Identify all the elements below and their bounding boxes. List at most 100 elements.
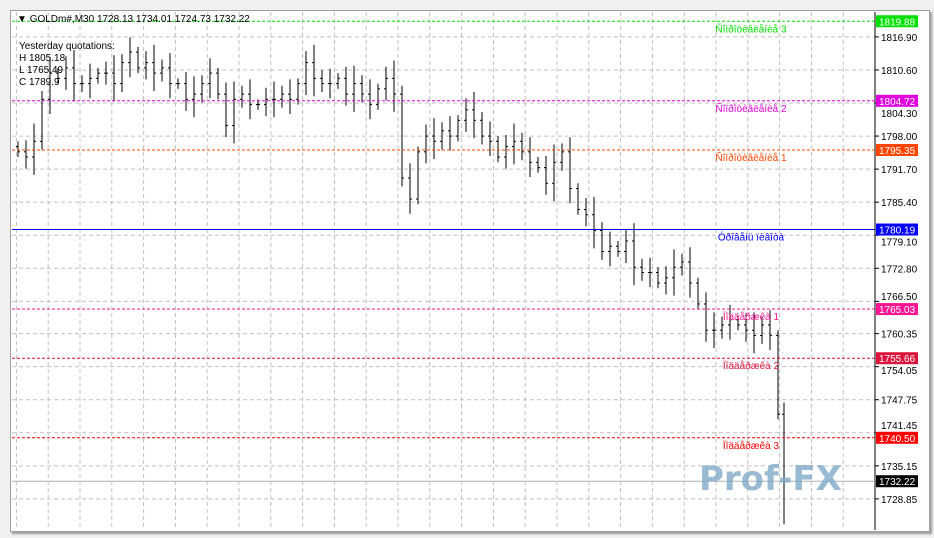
ohlc-bar [104, 61, 108, 85]
ohlc-bar [168, 53, 172, 99]
ohlc-bar [592, 196, 596, 249]
ohlc-bar [688, 247, 692, 298]
ohlc-label: 1728.13 1734.01 1724.73 1732.22 [96, 14, 250, 25]
ohlc-bar [528, 137, 532, 177]
level-name: Ñîïðîòèâëåíèå 2 [715, 102, 787, 115]
ohlc-bar [664, 266, 668, 295]
yesterday-title: Yesterday quotations: [19, 41, 115, 52]
ohlc-bar [752, 312, 756, 354]
ohlc-bar [328, 68, 332, 99]
ohlc-bar [696, 277, 700, 310]
ohlc-bar [632, 223, 636, 286]
ohlc-bar [16, 141, 20, 158]
dropdown-triangle-icon[interactable]: ▼ [17, 14, 27, 25]
ohlc-bar [472, 91, 476, 139]
yesterday-high: H 1805.18 [19, 53, 66, 64]
ohlc-bar [656, 267, 660, 289]
bid-price-label: 1732.22 [879, 477, 916, 488]
ohlc-bar [200, 75, 204, 103]
price-label-box [876, 303, 918, 316]
ohlc-bar [136, 46, 140, 74]
ohlc-bar [48, 58, 52, 115]
yesterday-low: L 1765.49 [19, 65, 64, 76]
ohlc-bar [464, 98, 468, 132]
level-name: Ñîïðîòèâëåíèå 3 [715, 22, 787, 35]
ohlc-bar [96, 67, 100, 84]
ohlc-bar [728, 305, 732, 340]
y-tick-label: 1816.90 [881, 33, 918, 44]
ohlc-bar [304, 51, 308, 96]
y-tick-label: 1804.30 [881, 109, 918, 120]
ohlc-bar [144, 51, 148, 80]
level-name: Ñîïðîòèâëåíèå 1 [715, 151, 787, 164]
ohlc-bar [208, 58, 212, 99]
ohlc-bar [424, 124, 428, 164]
ohlc-bar [248, 79, 252, 120]
ohlc-bar [152, 44, 156, 91]
ohlc-bar [712, 312, 716, 349]
ohlc-bar [64, 56, 68, 90]
yesterday-close: C 1789.9 [19, 77, 60, 88]
y-tick-label: 1798.00 [881, 132, 918, 143]
y-tick-label: 1747.75 [881, 396, 918, 407]
ohlc-bar [192, 76, 196, 118]
ohlc-bar [24, 140, 28, 169]
ohlc-bar [408, 163, 412, 214]
ohlc-bar [760, 316, 764, 344]
ohlc-bar [288, 79, 292, 115]
price-label: 1795.35 [879, 146, 916, 157]
ohlc-bar [568, 137, 572, 204]
ohlc-bar [40, 90, 44, 150]
ohlc-bar [184, 72, 188, 111]
price-label-box [876, 15, 918, 28]
bid-price-box [876, 475, 918, 488]
ohlc-bar [88, 63, 92, 99]
chart-window[interactable]: 1816.90 1810.60 1804.30 1798.00 1791.70 1785.… [10, 10, 930, 532]
watermark-logo: Prof-FX [699, 459, 842, 499]
price-label: 1819.88 [879, 17, 916, 28]
level-name: Ïîääåðæêà 3 [723, 440, 780, 452]
level-name: Ïîääåðæêà 2 [723, 360, 780, 372]
ohlc-bar [216, 67, 220, 100]
ohlc-bar [176, 78, 180, 89]
ohlc-bar [272, 81, 276, 118]
ohlc-bar [736, 314, 740, 331]
ohlc-bar [56, 67, 60, 84]
ohlc-bar [352, 65, 356, 112]
yesterday-panel: Yesterday quotations: H 1805.18 L 1765.4… [19, 41, 115, 89]
ohlc-bar [504, 135, 508, 169]
ohlc-bar [440, 122, 444, 150]
level-name: Ïîääåðæêà 1 [723, 311, 780, 323]
ohlc-bar [672, 249, 676, 296]
y-tick-label: 1772.80 [881, 264, 918, 275]
symbol-label: GOLDm#,M30 [29, 14, 95, 25]
ohlc-bar [536, 157, 540, 173]
y-tick-label: 1728.85 [881, 495, 918, 506]
price-label: 1804.72 [879, 97, 916, 108]
ohlc-bar [768, 310, 772, 351]
ohlc-bar [640, 258, 644, 281]
price-chart[interactable]: 1816.90 1810.60 1804.30 1798.00 1791.70 1785.… [11, 11, 929, 531]
ohlc-bar [448, 116, 452, 151]
ohlc-bar [224, 82, 228, 138]
ohlc-bar [648, 257, 652, 288]
ohlc-bar [520, 132, 524, 161]
ohlc-bar [720, 316, 724, 339]
ohlc-bar [232, 81, 236, 144]
ohlc-bar [32, 123, 36, 175]
ohlc-bar [72, 50, 76, 102]
ohlc-bar [600, 222, 604, 260]
price-label: 1765.03 [879, 305, 916, 316]
ohlc-bar [608, 231, 612, 267]
ohlc-bar [584, 197, 588, 227]
ohlc-bar [544, 156, 548, 195]
y-tick-label: 1791.70 [881, 165, 918, 176]
y-tick-label: 1785.40 [881, 198, 918, 209]
ohlc-bar [160, 59, 164, 82]
ohlc-bar [376, 83, 380, 110]
y-tick-label: 1735.15 [881, 462, 918, 473]
ohlc-bar [432, 118, 436, 160]
price-label-box [876, 94, 918, 107]
ohlc-bar [112, 55, 116, 102]
ohlc-bar [384, 66, 388, 101]
